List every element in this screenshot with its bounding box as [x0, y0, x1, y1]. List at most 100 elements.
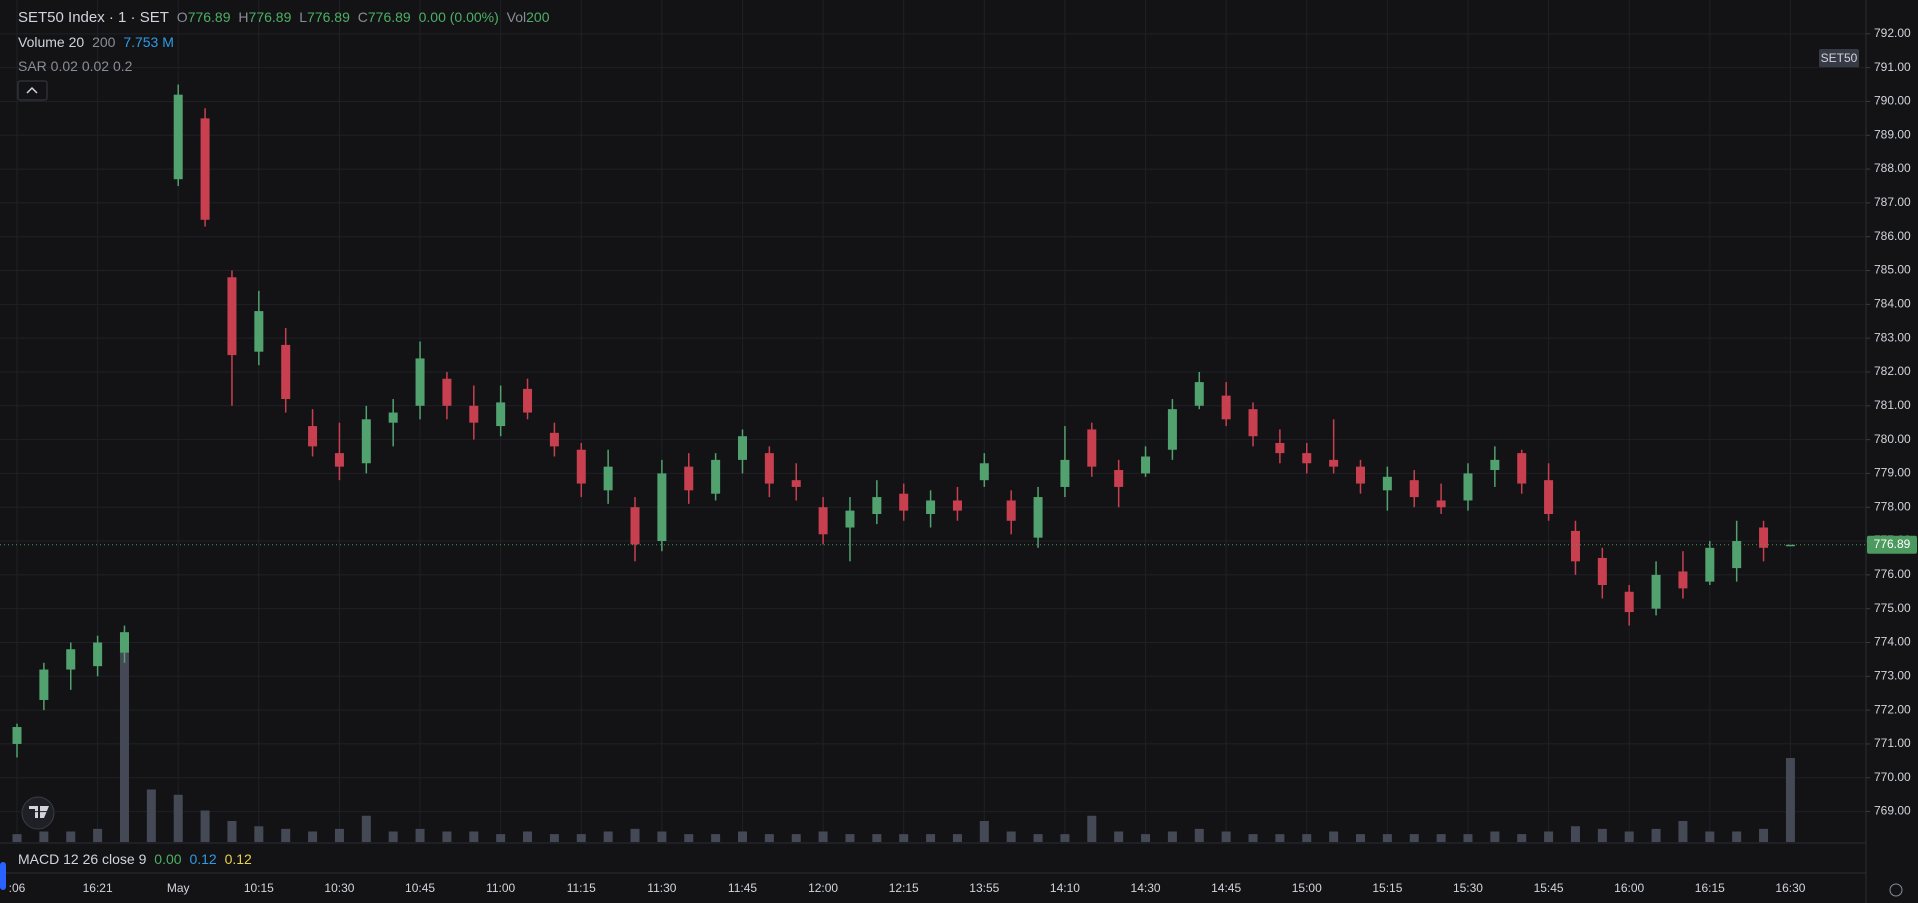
- l-label: L: [299, 9, 308, 25]
- candle-body: [872, 497, 882, 514]
- y-tick-label: 779.00: [1874, 466, 1911, 480]
- y-tick-label: 771.00: [1874, 736, 1911, 750]
- scroll-handle[interactable]: [0, 862, 6, 890]
- x-tick-label: 15:45: [1534, 881, 1564, 895]
- candle-body: [549, 432, 559, 447]
- sar: SAR 0.02 0.02 0.2: [18, 58, 133, 74]
- volume-bar: [361, 815, 371, 842]
- volume-bar: [926, 834, 936, 842]
- candle-body: [1033, 497, 1043, 538]
- sar-legend: SAR 0.02 0.02 0.2: [18, 58, 136, 74]
- candle-body: [1141, 456, 1151, 474]
- candle-body: [1409, 480, 1419, 498]
- volume-bar: [872, 834, 882, 842]
- volume-bar: [1517, 834, 1527, 842]
- y-tick-label: 778.00: [1874, 499, 1911, 513]
- candle-body: [308, 426, 318, 447]
- change: 0.00 (0.00%): [418, 9, 499, 25]
- x-tick-label: 11:15: [567, 881, 596, 895]
- volume-bar: [1275, 834, 1285, 842]
- candle-body: [1114, 470, 1124, 487]
- volume-bar: [1302, 834, 1312, 842]
- candle-body: [227, 277, 237, 356]
- candle-body: [173, 94, 183, 180]
- volume-bar: [630, 828, 640, 842]
- x-tick-label: 15:15: [1372, 881, 1402, 895]
- candle-body: [1732, 541, 1742, 569]
- volume-bar: [1436, 834, 1446, 842]
- volume-bar: [1570, 826, 1580, 842]
- candle-body: [1221, 395, 1231, 420]
- volume-legend: Volume 20 200 7.753 M: [18, 34, 178, 50]
- volume-bar: [523, 831, 533, 842]
- candle-body: [1302, 453, 1312, 464]
- candle-body: [899, 493, 909, 511]
- candle-body: [1382, 476, 1392, 491]
- x-tick-label: 16:00: [1614, 881, 1644, 895]
- candle-body: [39, 669, 49, 700]
- volume-bar: [845, 834, 855, 842]
- candles: [12, 84, 1795, 758]
- candle-body: [657, 473, 667, 542]
- volume-bar: [1544, 831, 1554, 842]
- volume-bar: [1732, 831, 1742, 842]
- candle-body: [334, 453, 344, 467]
- candle-body: [469, 405, 479, 423]
- volume-bar: [979, 821, 989, 842]
- candle-body: [926, 500, 936, 514]
- candle-body: [791, 480, 801, 487]
- candle-body: [1194, 382, 1204, 406]
- logo-mark: [29, 806, 49, 818]
- candle-body: [1329, 459, 1339, 467]
- volume-bar: [737, 831, 747, 842]
- volume-bar: [1194, 828, 1204, 842]
- symbol-badge-bg: [1819, 49, 1859, 68]
- volume-bar: [93, 828, 103, 842]
- volume-bar: [334, 828, 344, 842]
- x-tick-label: 12:00: [808, 881, 838, 895]
- candle-body: [361, 419, 371, 464]
- settings-icon[interactable]: [1889, 883, 1903, 897]
- volume-b: 7.753 M: [123, 34, 174, 50]
- volume-bar: [549, 834, 559, 842]
- candle-body: [1060, 459, 1070, 487]
- x-tick-label: 15:00: [1292, 881, 1322, 895]
- x-tick-label: 16:15: [1695, 881, 1725, 895]
- macd-v3: 0.12: [224, 851, 252, 867]
- candle-body: [1275, 442, 1285, 454]
- x-tick-label: 11:00: [486, 881, 515, 895]
- x-tick-label: 16:30: [1775, 881, 1805, 895]
- volume-bar: [496, 834, 506, 842]
- x-tick-label: 12:15: [889, 881, 919, 895]
- h-value: 776.89: [248, 9, 292, 25]
- volume-bar: [1624, 831, 1634, 842]
- candle-body: [818, 507, 828, 535]
- y-tick-label: 775.00: [1874, 601, 1911, 615]
- candle-body: [388, 412, 398, 423]
- candle-body: [281, 344, 291, 400]
- volume-bar: [1248, 834, 1258, 842]
- h-label: H: [238, 9, 249, 25]
- volume-bar: [1409, 834, 1419, 842]
- volume-bar: [173, 794, 183, 842]
- c-label: C: [357, 9, 368, 25]
- candle-body: [845, 510, 855, 528]
- candle-body: [496, 402, 506, 427]
- volume-bars: [12, 632, 1795, 842]
- candle-body: [1006, 500, 1016, 521]
- volume-bar: [1087, 815, 1097, 842]
- candle-body: [200, 118, 210, 220]
- candle-body: [711, 459, 721, 494]
- volume-bar: [1463, 834, 1473, 842]
- x-tick-label: :06: [9, 881, 26, 895]
- candle-body: [1597, 557, 1607, 586]
- x-tick-label: May: [167, 881, 190, 895]
- volume-bar: [227, 821, 237, 842]
- x-tick-label: 14:10: [1050, 881, 1080, 895]
- x-tick-label: 14:45: [1211, 881, 1241, 895]
- volume-bar: [1114, 831, 1124, 842]
- last-price-badge: [1867, 535, 1917, 554]
- candle-body: [1651, 574, 1661, 609]
- collapse-button[interactable]: [17, 80, 48, 101]
